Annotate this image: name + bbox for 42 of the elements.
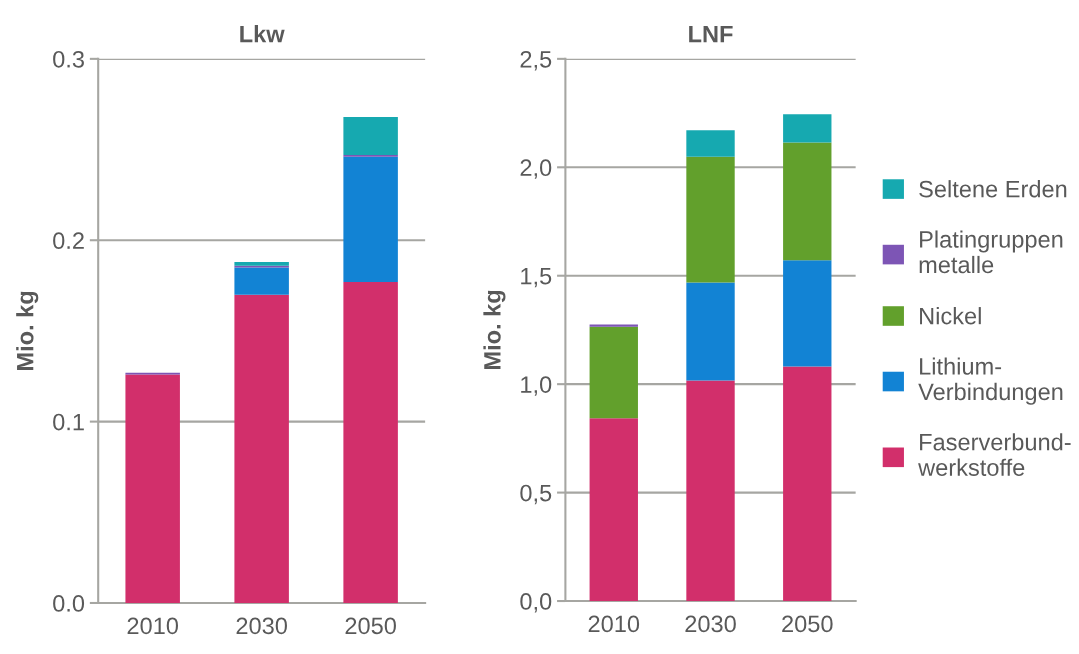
bar <box>589 418 638 602</box>
x-tick-label: 2010 <box>127 617 179 635</box>
bar <box>686 380 735 602</box>
legend-label: Seltene Erden <box>919 180 1067 198</box>
y-tick-label: 2,5 <box>520 50 552 71</box>
x-tick-label: 2050 <box>782 615 833 633</box>
y-tick-label: 0.2 <box>53 232 84 250</box>
bar <box>783 142 832 261</box>
x-tick-label: 2050 <box>345 617 396 635</box>
y-tick-label: 0,0 <box>520 593 552 613</box>
y-axis-title: Mio. kg <box>483 290 506 370</box>
bar <box>589 326 638 419</box>
bar <box>343 281 398 603</box>
legend-label: Platingruppen metalle <box>919 230 1063 274</box>
bar <box>234 267 289 295</box>
bar <box>343 156 398 282</box>
bar <box>783 114 832 143</box>
bar <box>589 324 638 327</box>
chart-title: Lkw <box>240 25 285 43</box>
x-tick-label: 2030 <box>236 617 287 635</box>
legend-label: Nickel <box>920 307 981 325</box>
bar <box>686 282 735 381</box>
bar <box>125 374 180 603</box>
y-tick-label: 0.3 <box>53 50 84 68</box>
x-tick-label: 2010 <box>588 615 640 633</box>
y-tick-label: 0.0 <box>53 595 85 612</box>
bar <box>686 130 735 157</box>
y-tick-label: 1,5 <box>521 268 552 288</box>
bar <box>783 260 832 367</box>
chart-title: LNF <box>689 25 733 43</box>
bar <box>343 116 398 155</box>
bar <box>686 156 735 283</box>
legend-label: Lithium- Verbindungen <box>918 357 1063 405</box>
y-tick-label: 1,0 <box>521 376 552 396</box>
bar <box>234 294 289 603</box>
y-tick-label: 0.1 <box>53 413 84 431</box>
legend-label: Faserverbund- werkstoffe <box>918 433 1071 476</box>
y-tick-label: 2,0 <box>520 159 552 179</box>
bar <box>783 366 832 602</box>
y-tick-label: 0,5 <box>520 484 552 505</box>
x-tick-label: 2030 <box>685 615 736 633</box>
y-axis-title: Mio. kg <box>16 291 39 370</box>
